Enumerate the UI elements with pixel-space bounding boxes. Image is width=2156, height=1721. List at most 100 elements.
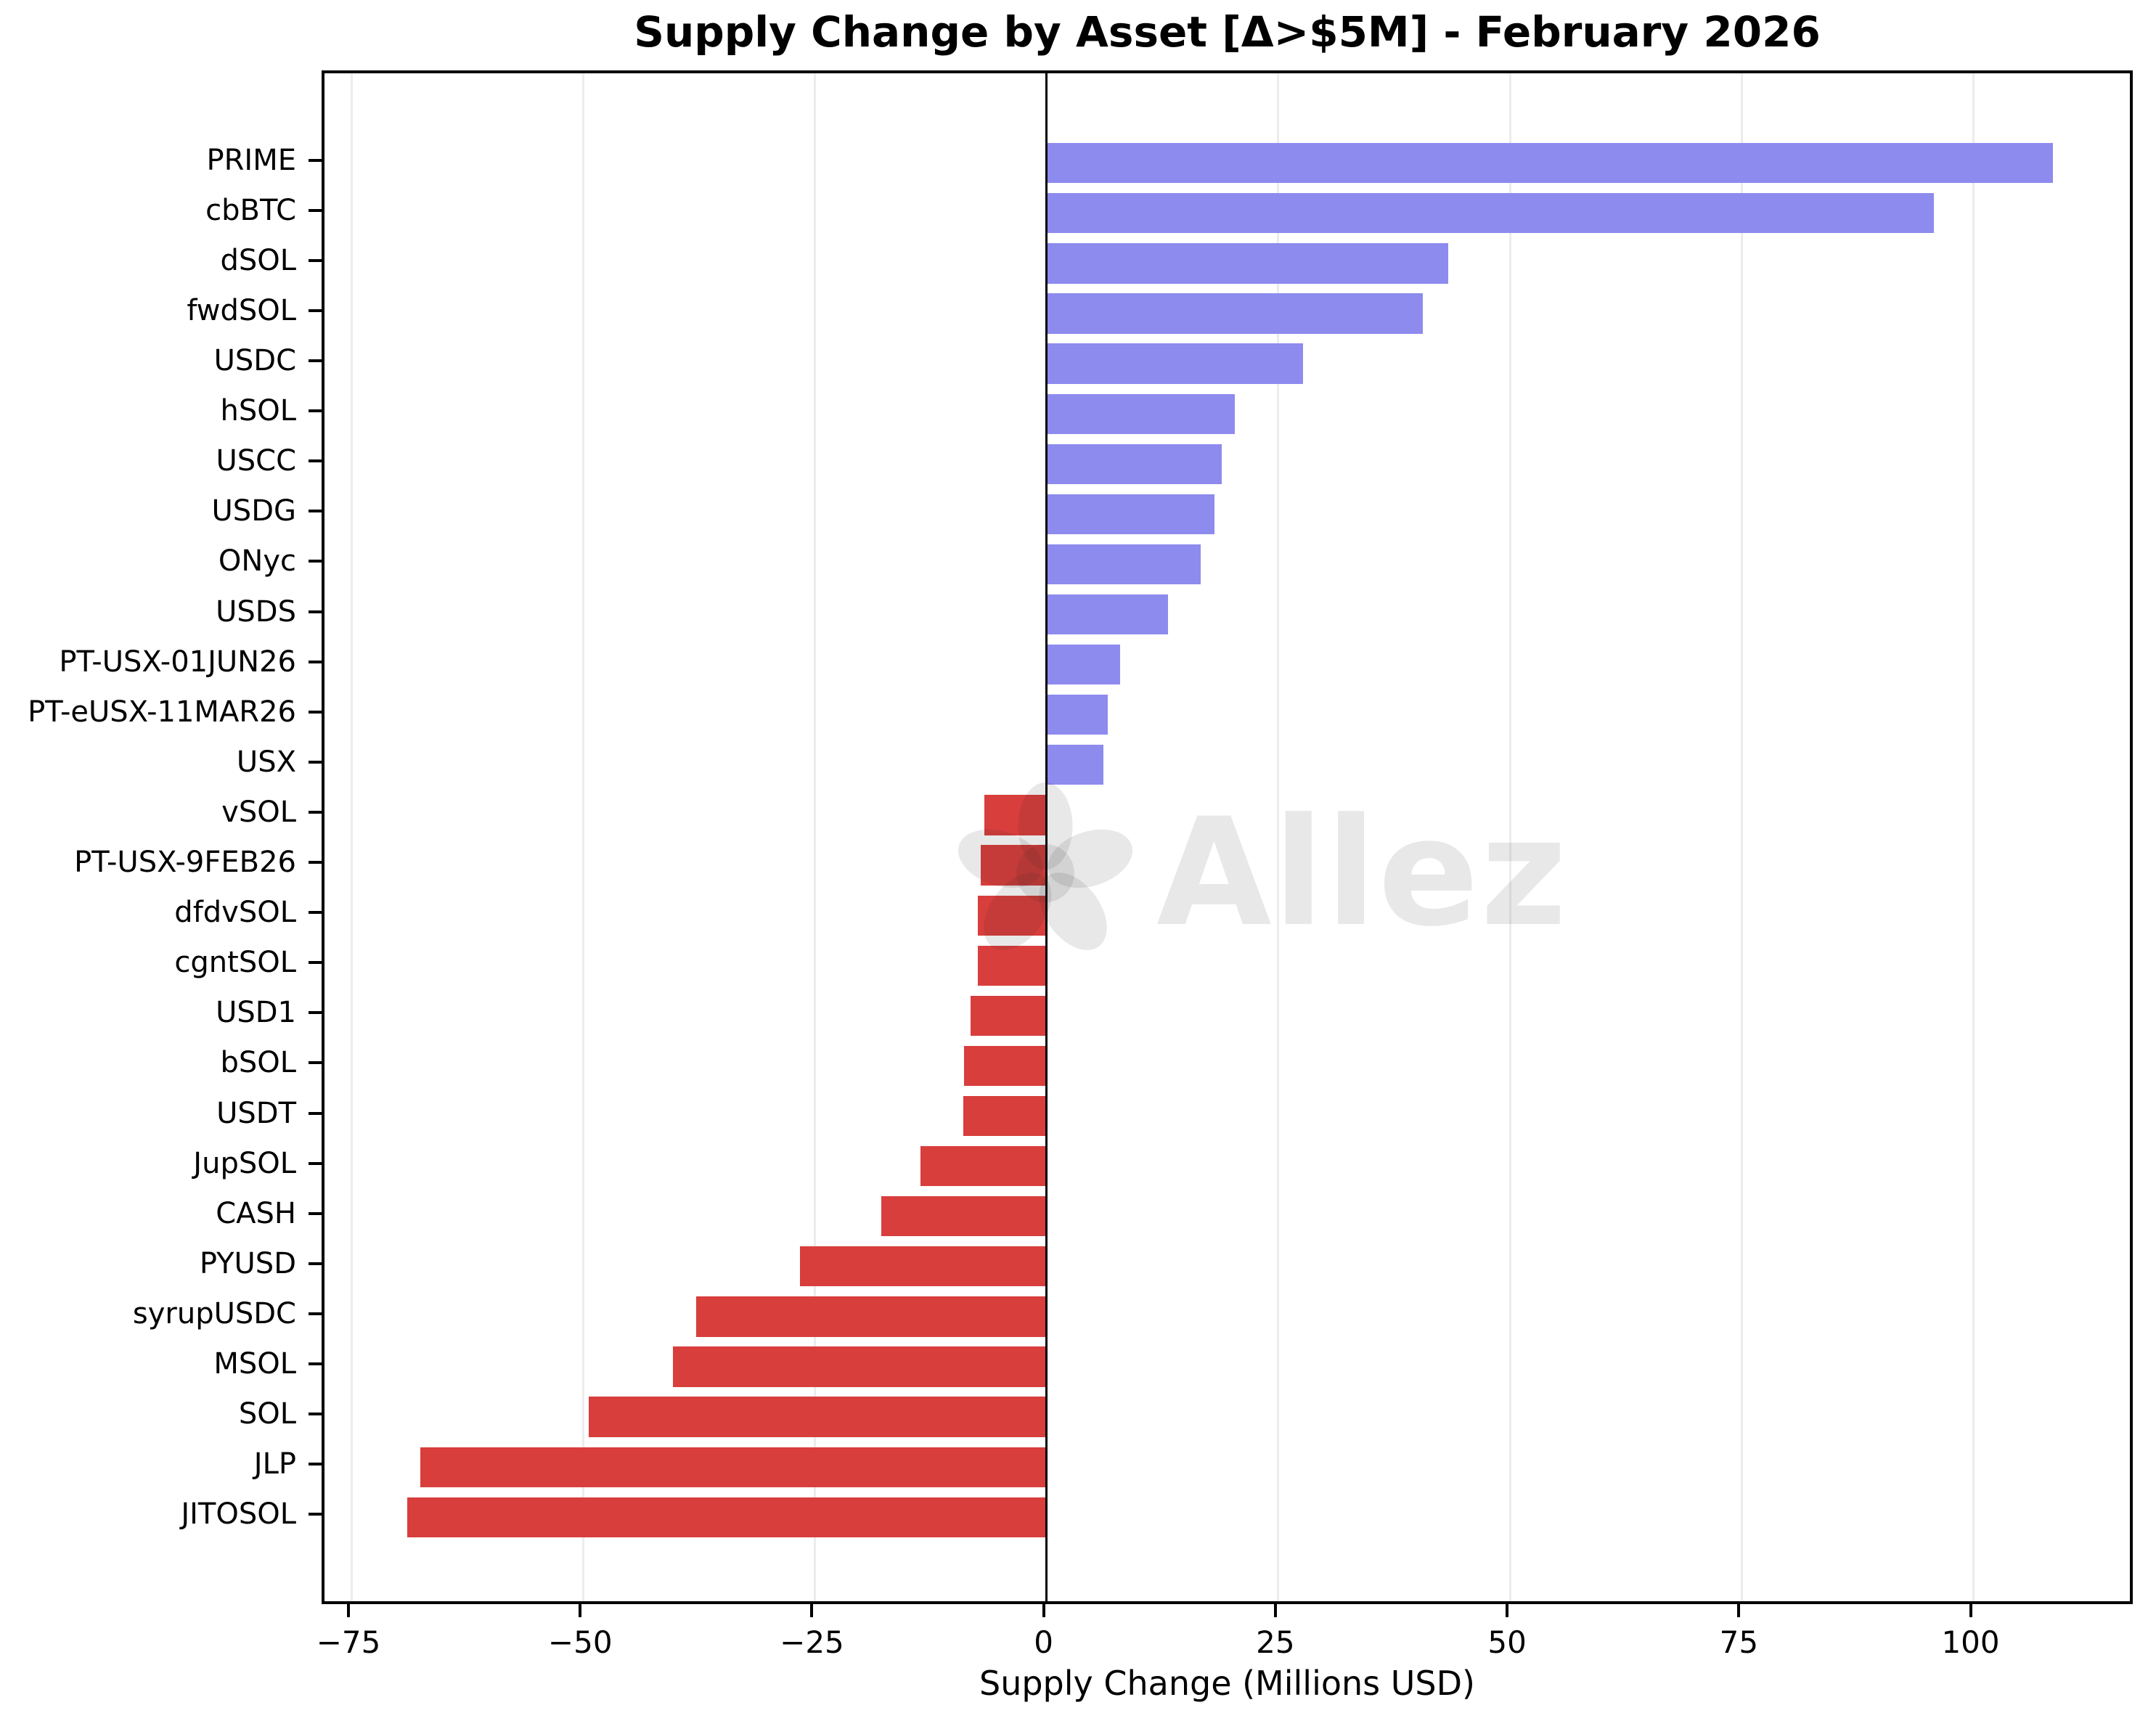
y-tick-label: SOL [238,1397,296,1431]
y-tick-label: ONyc [218,544,296,579]
zero-axis-line [1045,73,1048,1601]
bar-SOL [588,1397,1047,1437]
bar-cgntSOL [978,945,1047,986]
y-axis-tick [309,459,322,463]
y-axis-tick [309,861,322,864]
y-tick-label: syrupUSDC [132,1296,296,1330]
y-tick-label: PRIME [206,143,297,177]
y-tick-label: dfdvSOL [174,896,296,930]
y-tick-label: hSOL [220,394,296,428]
y-axis-tick [309,760,322,764]
x-axis-tick [1506,1604,1509,1617]
x-axis-tick [810,1604,814,1617]
x-axis-label: Supply Change (Millions USD) [979,1664,1475,1703]
x-tick-label: 50 [1487,1624,1527,1660]
y-axis-tick [309,911,322,915]
y-axis-tick [309,1011,322,1015]
y-tick-label: PT-eUSX-11MAR26 [28,695,296,729]
bar-USDG [1046,494,1214,534]
y-tick-label: JupSOL [193,1146,296,1180]
bar-MSOL [673,1346,1047,1387]
y-tick-label: USX [236,745,296,779]
x-axis-tick [347,1604,351,1617]
y-axis-tick [309,1262,322,1265]
y-axis-tick [309,1463,322,1466]
y-axis-tick [309,1111,322,1115]
y-tick-label: USDC [213,344,296,378]
x-tick-label: 25 [1256,1624,1295,1660]
bar-JupSOL [920,1145,1047,1187]
x-axis-tick [1042,1604,1045,1617]
bar-USCC [1046,443,1222,484]
y-tick-label: USCC [216,444,296,478]
y-axis-tick [309,409,322,413]
y-tick-label: USD1 [216,996,296,1030]
y-axis-tick [309,258,322,262]
x-tick-label: −50 [547,1624,613,1660]
bar-USDT [963,1095,1047,1137]
y-tick-label: USDT [216,1096,296,1130]
y-tick-label: CASH [216,1196,296,1230]
x-axis-tick [1273,1604,1277,1617]
bar-cbBTC [1046,193,1934,234]
y-axis-tick [309,610,322,613]
y-axis-tick [309,660,322,663]
bar-bSOL [964,1045,1047,1087]
y-axis-tick [309,1513,322,1516]
x-axis-tick [1969,1604,1972,1617]
y-tick-label: PT-USX-9FEB26 [74,846,296,880]
bar-PT-USX-01JUN26 [1046,645,1120,685]
bar-syrupUSDC [696,1296,1047,1337]
y-axis-tick [309,961,322,965]
y-axis-tick [309,1211,322,1215]
bar-USDC [1046,343,1304,384]
y-axis-tick [309,1413,322,1416]
bar-JLP [420,1447,1047,1487]
y-tick-label: bSOL [220,1046,296,1080]
y-tick-label: USDG [211,494,296,528]
bar-ONyc [1046,544,1201,585]
y-axis-tick [309,1362,322,1366]
bar-dSOL [1046,243,1448,284]
y-axis-tick [309,810,322,814]
bar-PT-USX-9FEB26 [981,845,1047,886]
bar-dfdvSOL [978,895,1047,936]
y-tick-label: JLP [253,1447,296,1481]
bar-fwdSOL [1046,293,1424,334]
grid-line [813,73,816,1601]
grid-line [350,73,353,1601]
y-tick-label: USDS [216,594,296,629]
y-tick-label: fwdSOL [187,293,296,327]
y-axis-tick [309,308,322,312]
y-tick-label: cbBTC [205,193,296,227]
y-axis-tick [309,560,322,563]
bar-PYUSD [800,1246,1047,1287]
y-tick-label: MSOL [213,1347,296,1381]
y-axis-tick [309,510,322,513]
y-axis-tick [309,1161,322,1165]
bar-USX [1046,745,1103,785]
bar-hSOL [1046,393,1235,434]
y-tick-label: JITOSOL [181,1497,296,1532]
y-axis-tick [309,359,322,363]
bar-PRIME [1046,143,2054,184]
y-tick-label: cgntSOL [174,946,296,980]
y-axis-tick [309,1061,322,1065]
y-tick-label: PT-USX-01JUN26 [59,645,296,679]
bar-CASH [881,1196,1047,1237]
x-tick-label: 100 [1941,1624,2000,1660]
y-axis-tick [309,208,322,212]
x-tick-label: −75 [316,1624,381,1660]
bar-PT-eUSX-11MAR26 [1046,695,1108,735]
x-tick-label: −25 [780,1624,844,1660]
y-axis-tick [309,158,322,162]
y-tick-label: PYUSD [199,1246,296,1280]
x-axis-tick [1737,1604,1741,1617]
x-tick-label: 75 [1719,1624,1759,1660]
bar-USDS [1046,594,1168,635]
grid-line [1740,73,1743,1601]
y-tick-label: vSOL [221,795,296,829]
bar-USD1 [970,995,1047,1036]
bar-vSOL [984,795,1047,835]
